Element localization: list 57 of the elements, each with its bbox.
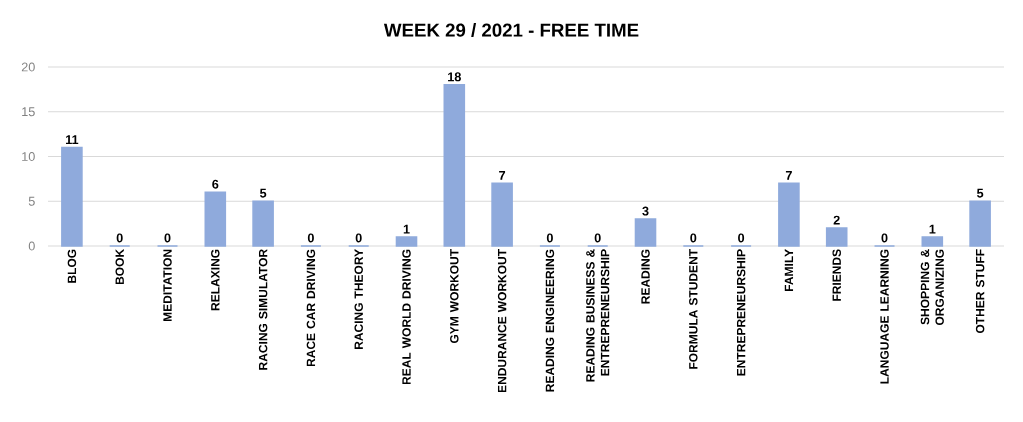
- bar: [969, 200, 991, 247]
- y-tick-label: 20: [21, 62, 35, 72]
- chart-title: WEEK 29 / 2021 - FREE TIME: [383, 23, 639, 37]
- x-tick-label: FORMULA STUDENT: [689, 249, 698, 369]
- bar: [252, 200, 274, 247]
- bar: [61, 146, 83, 247]
- x-tick-label: FAMILY: [784, 249, 794, 292]
- bar: [395, 236, 418, 247]
- data-label: 0: [690, 233, 697, 243]
- x-tick-label: RELAXING: [211, 249, 220, 311]
- y-tick-label: 10: [22, 152, 35, 161]
- data-label: 0: [546, 233, 553, 243]
- bar: [825, 227, 848, 247]
- data-label: 0: [164, 233, 171, 243]
- bar: [634, 218, 657, 247]
- x-tick-label: ENTREPRENEURSHIP: [736, 249, 746, 376]
- data-label: 0: [307, 233, 314, 243]
- x-tick-label: FRIENDS: [832, 249, 841, 301]
- y-tick-label: 0: [28, 241, 35, 251]
- x-tick-label: SHOPPING & ORGANIZING: [920, 249, 944, 326]
- data-label: 1: [403, 224, 410, 234]
- x-tick-label: LANGUAGE LEARNING: [880, 249, 889, 384]
- bar: [921, 236, 944, 247]
- x-tick-label: RACING THEORY: [354, 249, 363, 350]
- data-label: 3: [642, 206, 649, 216]
- data-label: 11: [66, 135, 79, 144]
- x-tick-label: READING BUSINESS & ENTREPRENEURSHIP: [586, 249, 610, 382]
- data-label: 2: [833, 215, 840, 225]
- x-tick-label: READING ENGINEERING: [545, 249, 555, 392]
- data-label: 0: [881, 233, 888, 243]
- data-label: 5: [976, 188, 984, 198]
- y-tick-label: 5: [28, 196, 35, 206]
- bar: [204, 191, 227, 247]
- x-tick-label: BLOG: [67, 249, 77, 283]
- x-tick-label: READING: [641, 249, 650, 304]
- data-label: 6: [212, 179, 219, 189]
- x-tick-label: GYM WORKOUT: [450, 249, 459, 344]
- data-label: 7: [499, 171, 506, 180]
- data-label: 0: [738, 233, 745, 243]
- x-tick-label: REAL WORLD DRIVING: [402, 249, 411, 385]
- data-label: 0: [594, 233, 601, 243]
- x-tick-label: MEDITATION: [163, 249, 172, 321]
- x-tick-label: RACE CAR DRIVING: [306, 249, 316, 367]
- data-label: 5: [259, 188, 267, 198]
- x-tick-label: RACING SIMULATOR: [258, 249, 268, 370]
- data-label: 18: [448, 72, 461, 82]
- data-label: 0: [116, 233, 123, 243]
- x-tick-label: ENDURANCE WORKOUT: [497, 249, 507, 393]
- bar: [778, 182, 800, 247]
- data-label: 1: [929, 224, 936, 234]
- data-label: 0: [355, 233, 362, 243]
- bar: [443, 84, 466, 247]
- data-label: 7: [785, 171, 792, 180]
- bar: [491, 182, 513, 247]
- y-tick-label: 15: [22, 107, 35, 117]
- x-tick-label: BOOK: [115, 249, 124, 285]
- x-tick-label: OTHER STUFF: [975, 249, 985, 334]
